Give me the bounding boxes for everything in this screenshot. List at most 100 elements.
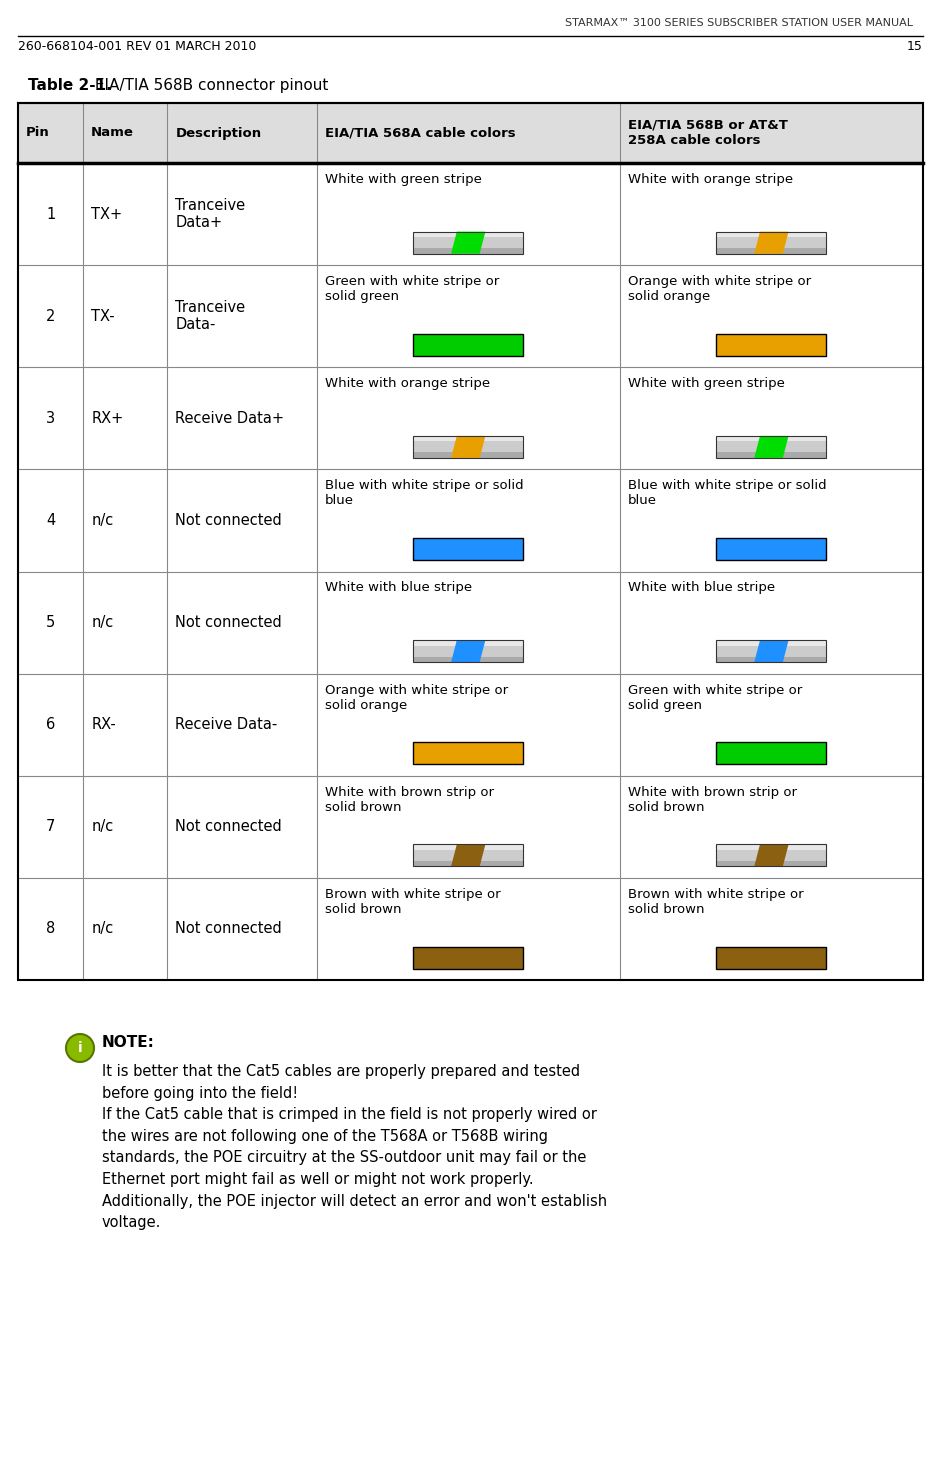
- Bar: [716, 249, 826, 253]
- Text: TX+: TX+: [91, 206, 122, 222]
- Bar: [413, 844, 523, 850]
- Text: EIA/TIA 568B or AT&T
258A cable colors: EIA/TIA 568B or AT&T 258A cable colors: [628, 118, 788, 147]
- Bar: [18, 104, 923, 980]
- Text: STARMAX™ 3100 SERIES SUBSCRIBER STATION USER MANUAL: STARMAX™ 3100 SERIES SUBSCRIBER STATION …: [565, 18, 913, 28]
- Bar: [413, 249, 523, 253]
- Text: Orange with white stripe or
solid orange: Orange with white stripe or solid orange: [628, 275, 811, 304]
- Bar: [716, 860, 826, 866]
- Text: TX-: TX-: [91, 308, 115, 324]
- Bar: [413, 435, 523, 458]
- Text: White with green stripe: White with green stripe: [325, 173, 482, 187]
- Text: Table 2-1.: Table 2-1.: [28, 78, 112, 93]
- Bar: [413, 231, 523, 237]
- Text: Name: Name: [91, 126, 134, 139]
- Text: 6: 6: [46, 717, 56, 732]
- Text: 260-668104-001 REV 01 MARCH 2010: 260-668104-001 REV 01 MARCH 2010: [18, 40, 256, 53]
- Bar: [413, 237, 523, 249]
- Bar: [716, 441, 826, 452]
- Text: 7: 7: [46, 819, 56, 834]
- Polygon shape: [451, 231, 486, 253]
- Bar: [716, 435, 826, 458]
- Bar: [413, 844, 523, 866]
- Text: White with blue stripe: White with blue stripe: [325, 582, 471, 594]
- Text: EIA/TIA 568B connector pinout: EIA/TIA 568B connector pinout: [90, 78, 328, 93]
- Text: n/c: n/c: [91, 819, 114, 834]
- Text: Description: Description: [175, 126, 262, 139]
- Text: Brown with white stripe or
solid brown: Brown with white stripe or solid brown: [325, 889, 501, 915]
- Polygon shape: [755, 435, 789, 458]
- Text: 8: 8: [46, 921, 56, 936]
- Text: 15: 15: [907, 40, 923, 53]
- Polygon shape: [755, 844, 789, 866]
- Text: EIA/TIA 568A cable colors: EIA/TIA 568A cable colors: [325, 126, 516, 139]
- Bar: [716, 640, 826, 646]
- Bar: [18, 104, 923, 163]
- Bar: [716, 844, 826, 866]
- Bar: [413, 435, 523, 458]
- Text: n/c: n/c: [91, 921, 114, 936]
- Bar: [413, 538, 523, 560]
- Bar: [413, 231, 523, 253]
- Bar: [716, 231, 826, 253]
- Text: Not connected: Not connected: [175, 921, 282, 936]
- Bar: [716, 231, 826, 237]
- Bar: [716, 946, 826, 969]
- Text: Green with white stripe or
solid green: Green with white stripe or solid green: [628, 684, 802, 712]
- Text: White with orange stripe: White with orange stripe: [628, 173, 793, 187]
- Text: RX-: RX-: [91, 717, 116, 732]
- Bar: [716, 850, 826, 860]
- Polygon shape: [451, 435, 486, 458]
- Text: Blue with white stripe or solid
blue: Blue with white stripe or solid blue: [325, 480, 523, 508]
- Bar: [18, 104, 923, 980]
- Bar: [716, 452, 826, 458]
- Bar: [716, 742, 826, 764]
- Bar: [716, 640, 826, 662]
- Bar: [716, 656, 826, 662]
- Text: n/c: n/c: [91, 512, 114, 527]
- Bar: [413, 640, 523, 662]
- Bar: [413, 640, 523, 662]
- Bar: [413, 452, 523, 458]
- Bar: [716, 231, 826, 253]
- Bar: [413, 860, 523, 866]
- Polygon shape: [451, 640, 486, 662]
- Bar: [413, 946, 523, 969]
- Text: White with green stripe: White with green stripe: [628, 378, 785, 391]
- Text: It is better that the Cat5 cables are properly prepared and tested
before going : It is better that the Cat5 cables are pr…: [102, 1063, 607, 1231]
- Text: Brown with white stripe or
solid brown: Brown with white stripe or solid brown: [628, 889, 804, 915]
- Bar: [716, 646, 826, 656]
- Text: 3: 3: [46, 410, 56, 427]
- Bar: [716, 844, 826, 866]
- Polygon shape: [755, 231, 789, 253]
- Bar: [413, 441, 523, 452]
- Text: White with brown strip or
solid brown: White with brown strip or solid brown: [325, 786, 494, 813]
- Bar: [413, 646, 523, 656]
- Bar: [413, 333, 523, 355]
- Text: 2: 2: [46, 308, 56, 324]
- Bar: [413, 231, 523, 253]
- Text: Blue with white stripe or solid
blue: Blue with white stripe or solid blue: [628, 480, 826, 508]
- Bar: [716, 435, 826, 458]
- Text: 5: 5: [46, 615, 56, 629]
- Bar: [413, 850, 523, 860]
- Bar: [413, 742, 523, 764]
- Polygon shape: [755, 640, 789, 662]
- Polygon shape: [451, 844, 486, 866]
- Bar: [413, 844, 523, 866]
- Text: Receive Data+: Receive Data+: [175, 410, 284, 427]
- Circle shape: [66, 1034, 94, 1062]
- Text: Pin: Pin: [26, 126, 50, 139]
- Text: White with orange stripe: White with orange stripe: [325, 378, 489, 391]
- Bar: [716, 435, 826, 441]
- Bar: [413, 656, 523, 662]
- Text: Not connected: Not connected: [175, 512, 282, 527]
- Text: Not connected: Not connected: [175, 819, 282, 834]
- Text: Tranceive
Data+: Tranceive Data+: [175, 198, 246, 230]
- Text: 1: 1: [46, 206, 56, 222]
- Bar: [716, 538, 826, 560]
- Bar: [716, 640, 826, 662]
- Text: White with blue stripe: White with blue stripe: [628, 582, 775, 594]
- Text: Green with white stripe or
solid green: Green with white stripe or solid green: [325, 275, 499, 304]
- Text: RX+: RX+: [91, 410, 123, 427]
- Text: n/c: n/c: [91, 615, 114, 629]
